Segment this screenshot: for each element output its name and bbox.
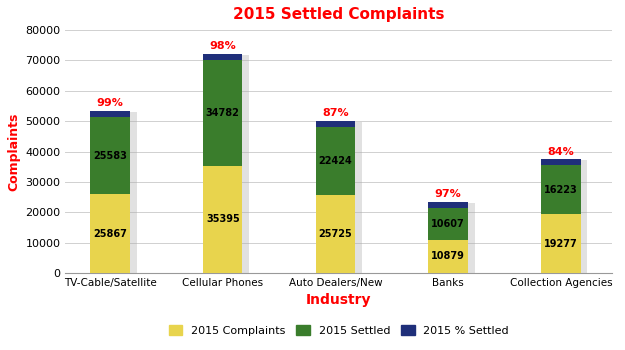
- Bar: [541, 165, 581, 215]
- Bar: [541, 215, 581, 273]
- Text: 25867: 25867: [93, 229, 127, 239]
- Bar: [91, 117, 130, 195]
- Bar: [541, 159, 581, 165]
- Text: 25725: 25725: [319, 229, 352, 239]
- Bar: [429, 202, 468, 208]
- Bar: [92, 112, 136, 274]
- Text: 97%: 97%: [435, 189, 461, 199]
- Bar: [203, 60, 242, 166]
- Bar: [431, 203, 474, 274]
- Bar: [543, 160, 588, 274]
- Text: 10607: 10607: [431, 219, 465, 229]
- Bar: [429, 240, 468, 273]
- Text: 16223: 16223: [544, 185, 578, 195]
- Text: 35395: 35395: [206, 214, 239, 224]
- Bar: [91, 111, 130, 117]
- Bar: [203, 54, 242, 60]
- Text: 22424: 22424: [319, 156, 352, 166]
- Y-axis label: Complaints: Complaints: [7, 112, 20, 191]
- Bar: [91, 195, 130, 273]
- Bar: [205, 55, 249, 274]
- Text: 34782: 34782: [206, 108, 240, 118]
- Bar: [203, 166, 242, 273]
- Bar: [429, 208, 468, 240]
- Text: 25583: 25583: [93, 150, 127, 161]
- Bar: [316, 195, 355, 273]
- Text: 84%: 84%: [548, 147, 574, 157]
- Legend: 2015 Complaints, 2015 Settled, 2015 % Settled: 2015 Complaints, 2015 Settled, 2015 % Se…: [164, 321, 514, 340]
- Text: 87%: 87%: [322, 108, 349, 118]
- Text: 10879: 10879: [431, 252, 465, 261]
- Title: 2015 Settled Complaints: 2015 Settled Complaints: [233, 7, 444, 22]
- Text: 99%: 99%: [97, 98, 124, 108]
- X-axis label: Industry: Industry: [306, 293, 372, 307]
- Text: 98%: 98%: [209, 41, 236, 51]
- Bar: [316, 121, 355, 127]
- Text: 19277: 19277: [544, 239, 578, 249]
- Bar: [316, 127, 355, 195]
- Bar: [318, 121, 362, 274]
